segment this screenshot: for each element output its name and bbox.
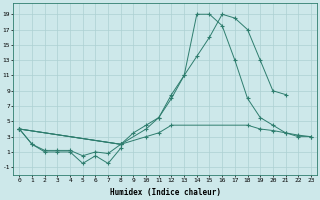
X-axis label: Humidex (Indice chaleur): Humidex (Indice chaleur) xyxy=(110,188,220,197)
